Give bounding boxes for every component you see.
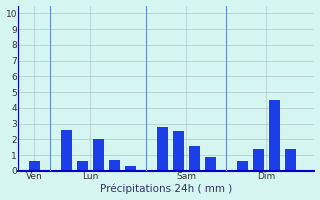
Bar (269, 100, 280, 171)
Bar (237, 161, 248, 171)
Bar (189, 146, 200, 171)
Bar (29, 161, 40, 171)
Bar (205, 157, 216, 171)
Bar (93, 139, 104, 171)
Bar (61, 130, 72, 171)
Bar (77, 161, 88, 171)
Bar (253, 149, 264, 171)
Bar (173, 131, 184, 171)
Bar (157, 127, 168, 171)
Bar (285, 149, 296, 171)
Bar (109, 160, 120, 171)
Bar (125, 166, 136, 171)
X-axis label: Précipitations 24h ( mm ): Précipitations 24h ( mm ) (100, 184, 233, 194)
